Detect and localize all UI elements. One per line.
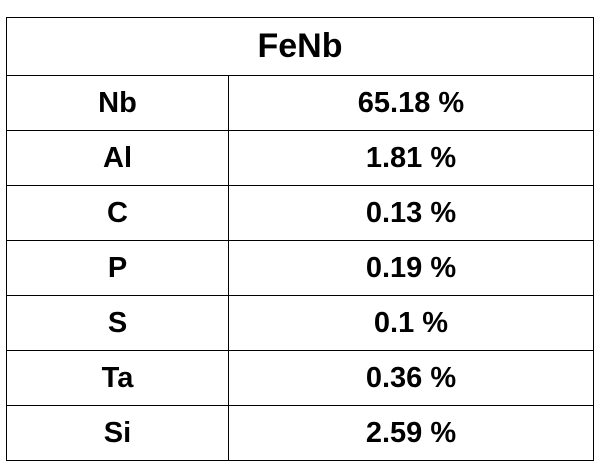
value-cell: 0.36 % [228,350,594,406]
element-cell: S [6,295,229,351]
value-cell: 2.59 % [228,405,594,461]
element-cell: P [6,240,229,296]
table-title: FeNb [6,17,594,76]
table-row: Si 2.59 % [6,405,594,461]
value-cell: 0.19 % [228,240,594,296]
value-cell: 0.13 % [228,185,594,241]
element-cell: Al [6,130,229,186]
value-cell: 65.18 % [228,75,594,131]
table-row: Nb 65.18 % [6,75,594,131]
table-row: Al 1.81 % [6,130,594,186]
element-cell: C [6,185,229,241]
element-cell: Ta [6,350,229,406]
table-header-row: FeNb [6,17,594,76]
table-row: S 0.1 % [6,295,594,351]
table-row: Ta 0.36 % [6,350,594,406]
value-cell: 0.1 % [228,295,594,351]
table-row: C 0.13 % [6,185,594,241]
element-cell: Nb [6,75,229,131]
composition-table: FeNb Nb 65.18 % Al 1.81 % C 0.13 % P 0.1… [6,17,594,461]
table-row: P 0.19 % [6,240,594,296]
value-cell: 1.81 % [228,130,594,186]
element-cell: Si [6,405,229,461]
